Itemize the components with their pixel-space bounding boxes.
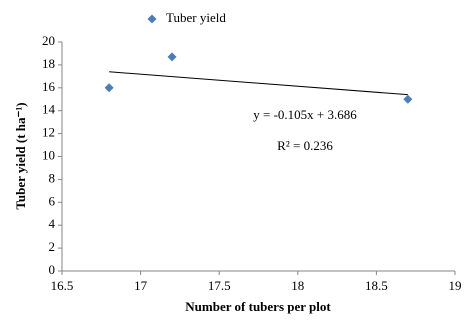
y-tick-label: 4 xyxy=(49,216,56,231)
x-tick-label: 17 xyxy=(134,278,148,293)
point xyxy=(104,83,114,93)
x-axis-label: Number of tubers per plot xyxy=(185,299,331,314)
trendline xyxy=(109,71,408,96)
y-tick-label: 18 xyxy=(42,56,55,71)
y-tick-label: 6 xyxy=(49,193,56,208)
y-tick-label: 10 xyxy=(42,147,55,162)
x-tick-label: 19 xyxy=(449,278,462,293)
y-tick-label: 0 xyxy=(49,262,56,277)
point xyxy=(403,94,413,104)
y-tick-label: 2 xyxy=(49,239,56,254)
y-tick-label: 12 xyxy=(42,125,55,140)
legend-label: Tuber yield xyxy=(166,10,226,25)
equation: y = -0.105x + 3.686 xyxy=(253,107,357,122)
point xyxy=(167,52,177,62)
y-tick-label: 14 xyxy=(42,102,56,117)
x-tick-label: 16.5 xyxy=(51,278,74,293)
x-tick-label: 17.5 xyxy=(208,278,231,293)
y-tick-label: 20 xyxy=(42,33,55,48)
y-axis-label: Tuber yield (t ha⁻¹) xyxy=(13,102,28,209)
legend-marker xyxy=(147,14,157,24)
x-tick-label: 18 xyxy=(291,278,304,293)
r-squared: R² = 0.236 xyxy=(277,138,333,153)
x-tick-label: 18.5 xyxy=(365,278,388,293)
y-tick-label: 16 xyxy=(42,79,56,94)
y-tick-label: 8 xyxy=(49,170,56,185)
